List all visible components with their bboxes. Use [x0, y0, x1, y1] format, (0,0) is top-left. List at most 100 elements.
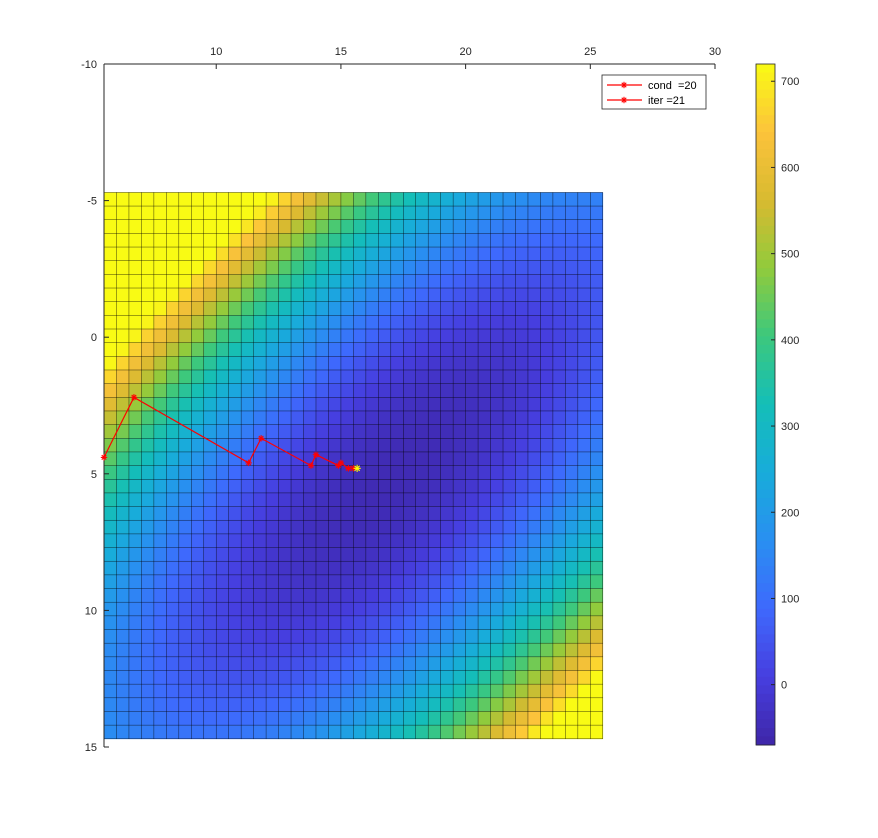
- heatmap-cell: [203, 397, 217, 412]
- heatmap-cell: [266, 424, 279, 439]
- heatmap-cell: [241, 697, 254, 712]
- heatmap-cell: [153, 233, 167, 248]
- heatmap-cell: [228, 465, 242, 480]
- heatmap-cell: [104, 192, 117, 207]
- heatmap-cell: [365, 629, 379, 644]
- heatmap-cell: [253, 465, 267, 480]
- heatmap-cell: [278, 561, 292, 576]
- heatmap-cell: [590, 588, 604, 603]
- heatmap-cell: [503, 465, 516, 480]
- heatmap-cell: [365, 588, 379, 603]
- heatmap-cell: [166, 602, 180, 617]
- heatmap-cell: [403, 506, 417, 521]
- heatmap-cell: [453, 561, 466, 576]
- heatmap-cell: [577, 383, 591, 398]
- heatmap-cell: [104, 670, 117, 685]
- colorbar-segment: [756, 727, 775, 737]
- heatmap-cell: [278, 301, 292, 316]
- colorbar-segment: [756, 659, 775, 669]
- heatmap-cell: [590, 451, 604, 466]
- heatmap-cell: [353, 643, 367, 658]
- heatmap-cell: [253, 260, 267, 275]
- heatmap-cell: [303, 356, 317, 371]
- heatmap-cell: [365, 329, 379, 343]
- heatmap-cell: [590, 643, 604, 658]
- heatmap-cell: [365, 206, 379, 221]
- heatmap-cell: [353, 670, 367, 685]
- heatmap-cell: [465, 670, 479, 685]
- heatmap-cell: [328, 629, 342, 644]
- heatmap-cell: [203, 288, 217, 302]
- heatmap-cell: [590, 479, 604, 494]
- heatmap-cell: [178, 506, 192, 521]
- heatmap-cell: [253, 219, 267, 234]
- heatmap-cell: [303, 247, 317, 261]
- heatmap-cell: [490, 329, 504, 343]
- colorbar-segment: [756, 89, 775, 99]
- colorbar-segment: [756, 481, 775, 491]
- heatmap-cell: [503, 301, 516, 316]
- heatmap-cell: [266, 342, 279, 357]
- heatmap-cell: [552, 451, 566, 466]
- heatmap-cell: [552, 547, 566, 562]
- heatmap-cell: [153, 260, 167, 275]
- colorbar-segment: [756, 344, 775, 354]
- colorbar-segment: [756, 242, 775, 252]
- heatmap-cell: [527, 479, 541, 494]
- heatmap-cell: [303, 588, 317, 603]
- heatmap-cell: [191, 697, 205, 712]
- heatmap-cell: [178, 219, 192, 234]
- heatmap-cell: [378, 615, 392, 630]
- heatmap-cell: [191, 533, 205, 548]
- heatmap-cell: [378, 588, 392, 603]
- heatmap-cell: [104, 547, 117, 562]
- heatmap-cell: [328, 192, 342, 207]
- heatmap-cell: [453, 547, 466, 562]
- colorbar-segment: [756, 413, 775, 422]
- heatmap-cell: [365, 383, 379, 398]
- heatmap-cell: [577, 233, 591, 248]
- heatmap-cell: [141, 356, 155, 371]
- heatmap-cell: [315, 629, 329, 644]
- heatmap-cell: [503, 206, 516, 221]
- heatmap-cell: [216, 315, 229, 330]
- heatmap-cell: [166, 451, 180, 466]
- heatmap-cell: [353, 520, 367, 535]
- colorbar-segment: [756, 702, 775, 712]
- heatmap-cell: [178, 260, 192, 275]
- heatmap-cell: [490, 588, 504, 603]
- heatmap-cell: [266, 329, 279, 343]
- heatmap-cell: [540, 520, 554, 535]
- colorbar-segment: [756, 378, 775, 388]
- heatmap-cell: [104, 233, 117, 248]
- heatmap-cell: [191, 711, 205, 726]
- heatmap-cell: [390, 561, 404, 576]
- heatmap-cell: [128, 725, 142, 740]
- heatmap-cell: [565, 233, 579, 248]
- heatmap-cell: [128, 533, 142, 548]
- heatmap-cell: [403, 438, 417, 453]
- heatmap-cell: [490, 561, 504, 576]
- heatmap-cell: [515, 684, 529, 699]
- heatmap-cell: [590, 574, 604, 589]
- heatmap-cell: [403, 451, 417, 466]
- heatmap-cell: [503, 656, 516, 671]
- heatmap-cell: [440, 369, 454, 384]
- heatmap-cell: [315, 506, 329, 521]
- heatmap-cell: [353, 656, 367, 671]
- heatmap-cell: [203, 643, 217, 658]
- heatmap-cell: [166, 656, 180, 671]
- heatmap-cell: [241, 274, 254, 289]
- heatmap-cell: [378, 520, 392, 535]
- heatmap-cell: [415, 451, 429, 466]
- heatmap-cell: [191, 342, 205, 357]
- heatmap-cell: [340, 260, 354, 275]
- heatmap-cell: [353, 533, 367, 548]
- heatmap-cell: [241, 410, 254, 425]
- colorbar-segment: [756, 140, 775, 150]
- heatmap-cell: [577, 206, 591, 221]
- heatmap-cell: [465, 479, 479, 494]
- heatmap-cell: [266, 697, 279, 712]
- heatmap-cell: [328, 588, 342, 603]
